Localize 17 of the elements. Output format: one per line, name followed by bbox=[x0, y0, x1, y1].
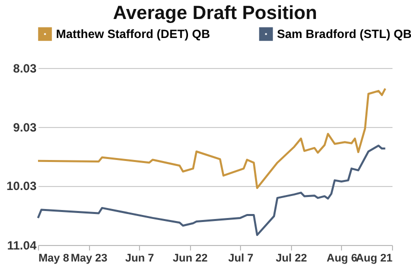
line-series bbox=[37, 144, 386, 236]
x-tick-label: Aug 6 bbox=[326, 252, 358, 264]
x-tick-label: May 23 bbox=[70, 252, 108, 264]
y-tick-label: 10.03 bbox=[6, 179, 37, 194]
legend-label: Sam Bradford (STL) QB bbox=[277, 27, 411, 42]
x-tick-label: Jul 7 bbox=[228, 252, 254, 264]
x-tick-label: Aug 21 bbox=[356, 252, 392, 264]
x-tick-label: Jun 7 bbox=[125, 252, 154, 264]
y-tick-label: 8.03 bbox=[13, 62, 37, 76]
x-tick-label: May 8 bbox=[38, 252, 70, 264]
x-tick-label: Jun 22 bbox=[172, 252, 208, 264]
line-series bbox=[37, 88, 386, 189]
y-tick-label: 11.04 bbox=[7, 238, 37, 252]
x-tick-label: Jul 22 bbox=[276, 252, 307, 264]
chart-title: Average Draft Position bbox=[112, 3, 318, 24]
legend-label: Matthew Stafford (DET) QB bbox=[56, 27, 210, 42]
y-tick-label: 9.03 bbox=[13, 120, 37, 134]
